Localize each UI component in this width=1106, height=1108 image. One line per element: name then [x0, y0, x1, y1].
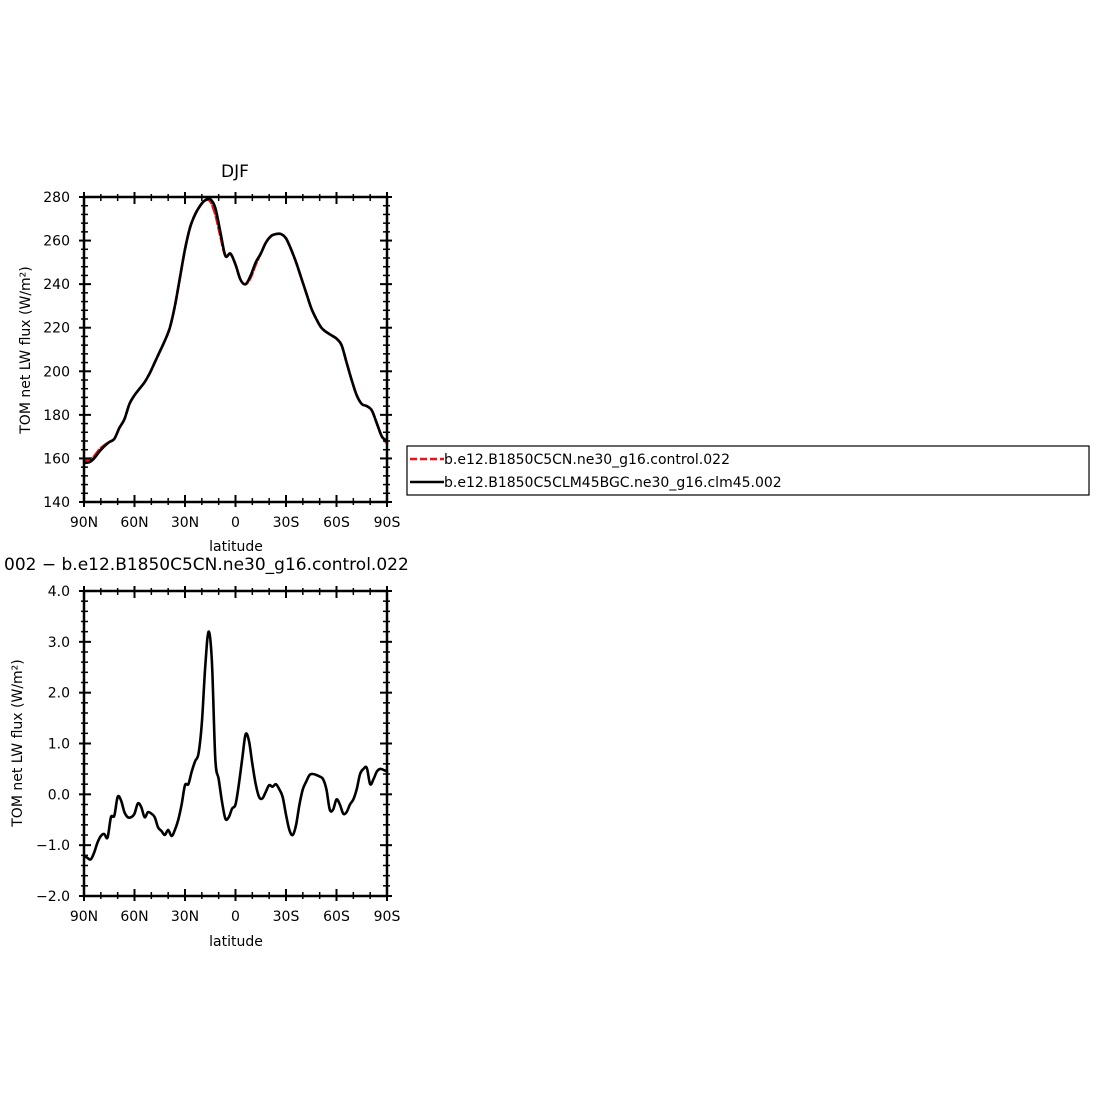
bottom-y-tick-label: 4.0	[48, 584, 70, 600]
top-y-tick-label: 200	[43, 364, 70, 380]
top-plot-frame	[82, 195, 389, 504]
top-y-tick-label: 280	[43, 190, 70, 206]
top-y-tick-label: 260	[43, 234, 70, 250]
bottom-chart-title: 002 − b.e12.B1850C5CN.ne30_g16.control.0…	[4, 555, 409, 575]
bottom-plot-frame	[82, 589, 389, 898]
bottom-x-tick-label: 90N	[70, 909, 98, 925]
top-y-tick-label: 140	[43, 495, 70, 511]
top-series-line-0	[82, 198, 389, 462]
bottom-y-tick-label: 0.0	[48, 787, 70, 803]
top-x-tick-label: 30N	[171, 515, 199, 531]
legend-entry-control: b.e12.B1850C5CN.ne30_g16.control.022	[444, 452, 730, 468]
top-x-tick-label: 90S	[374, 515, 401, 531]
top-x-tick-label: 30S	[273, 515, 300, 531]
top-x-tick-label: 90N	[70, 515, 98, 531]
bottom-x-tick-label: 30N	[171, 909, 199, 925]
top-y-tick-label: 220	[43, 321, 70, 337]
bottom-series-group	[82, 630, 389, 861]
top-x-tick-label: 60N	[120, 515, 148, 531]
bottom-x-tick-label: 90S	[374, 909, 401, 925]
top-series-group	[82, 197, 389, 465]
top-y-axis-label: TOM net LW flux (W/m²)	[18, 266, 34, 435]
top-y-tick-label: 160	[43, 451, 70, 467]
bottom-y-tick-label: 2.0	[48, 686, 70, 702]
bottom-x-tick-label: 30S	[273, 909, 300, 925]
bottom-series-line-0	[82, 630, 389, 861]
top-chart-title: DJF	[221, 162, 249, 182]
bottom-panel: 002 − b.e12.B1850C5CN.ne30_g16.control.0…	[4, 555, 409, 950]
top-x-tick-label: 0	[231, 515, 240, 531]
bottom-x-axis-label: latitude	[209, 934, 263, 950]
bottom-x-tick-label: 0	[231, 909, 240, 925]
bottom-y-tick-label: −2.0	[36, 889, 70, 905]
top-x-axis-label: latitude	[209, 539, 263, 555]
bottom-y-tick-label: 1.0	[48, 737, 70, 753]
legend-box	[406, 445, 1090, 496]
top-panel: DJF 90N 60N 30N 0 30S 60S 90S 140 160 180 200 220 24…	[18, 162, 400, 555]
bottom-x-tick-label: 60S	[323, 909, 350, 925]
legend: b.e12.B1850C5CN.ne30_g16.control.022 b.e…	[406, 445, 1090, 496]
legend-entry-clm45: b.e12.B1850C5CLM45BGC.ne30_g16.clm45.002	[444, 475, 782, 491]
bottom-x-tick-label: 60N	[120, 909, 148, 925]
top-y-tick-label: 180	[43, 408, 70, 424]
top-y-tick-label: 240	[43, 277, 70, 293]
top-series-line-1	[82, 197, 389, 465]
top-x-tick-label: 60S	[323, 515, 350, 531]
bottom-y-axis-label: TOM net LW flux (W/m²)	[10, 659, 26, 828]
bottom-ticks-group: 90N 60N 30N 0 30S 60S 90S −2.0 −1.0 0.0 1.0 2.0 3.0 4…	[36, 584, 400, 925]
bottom-y-tick-label: −1.0	[36, 838, 70, 854]
bottom-y-tick-label: 3.0	[48, 635, 70, 651]
